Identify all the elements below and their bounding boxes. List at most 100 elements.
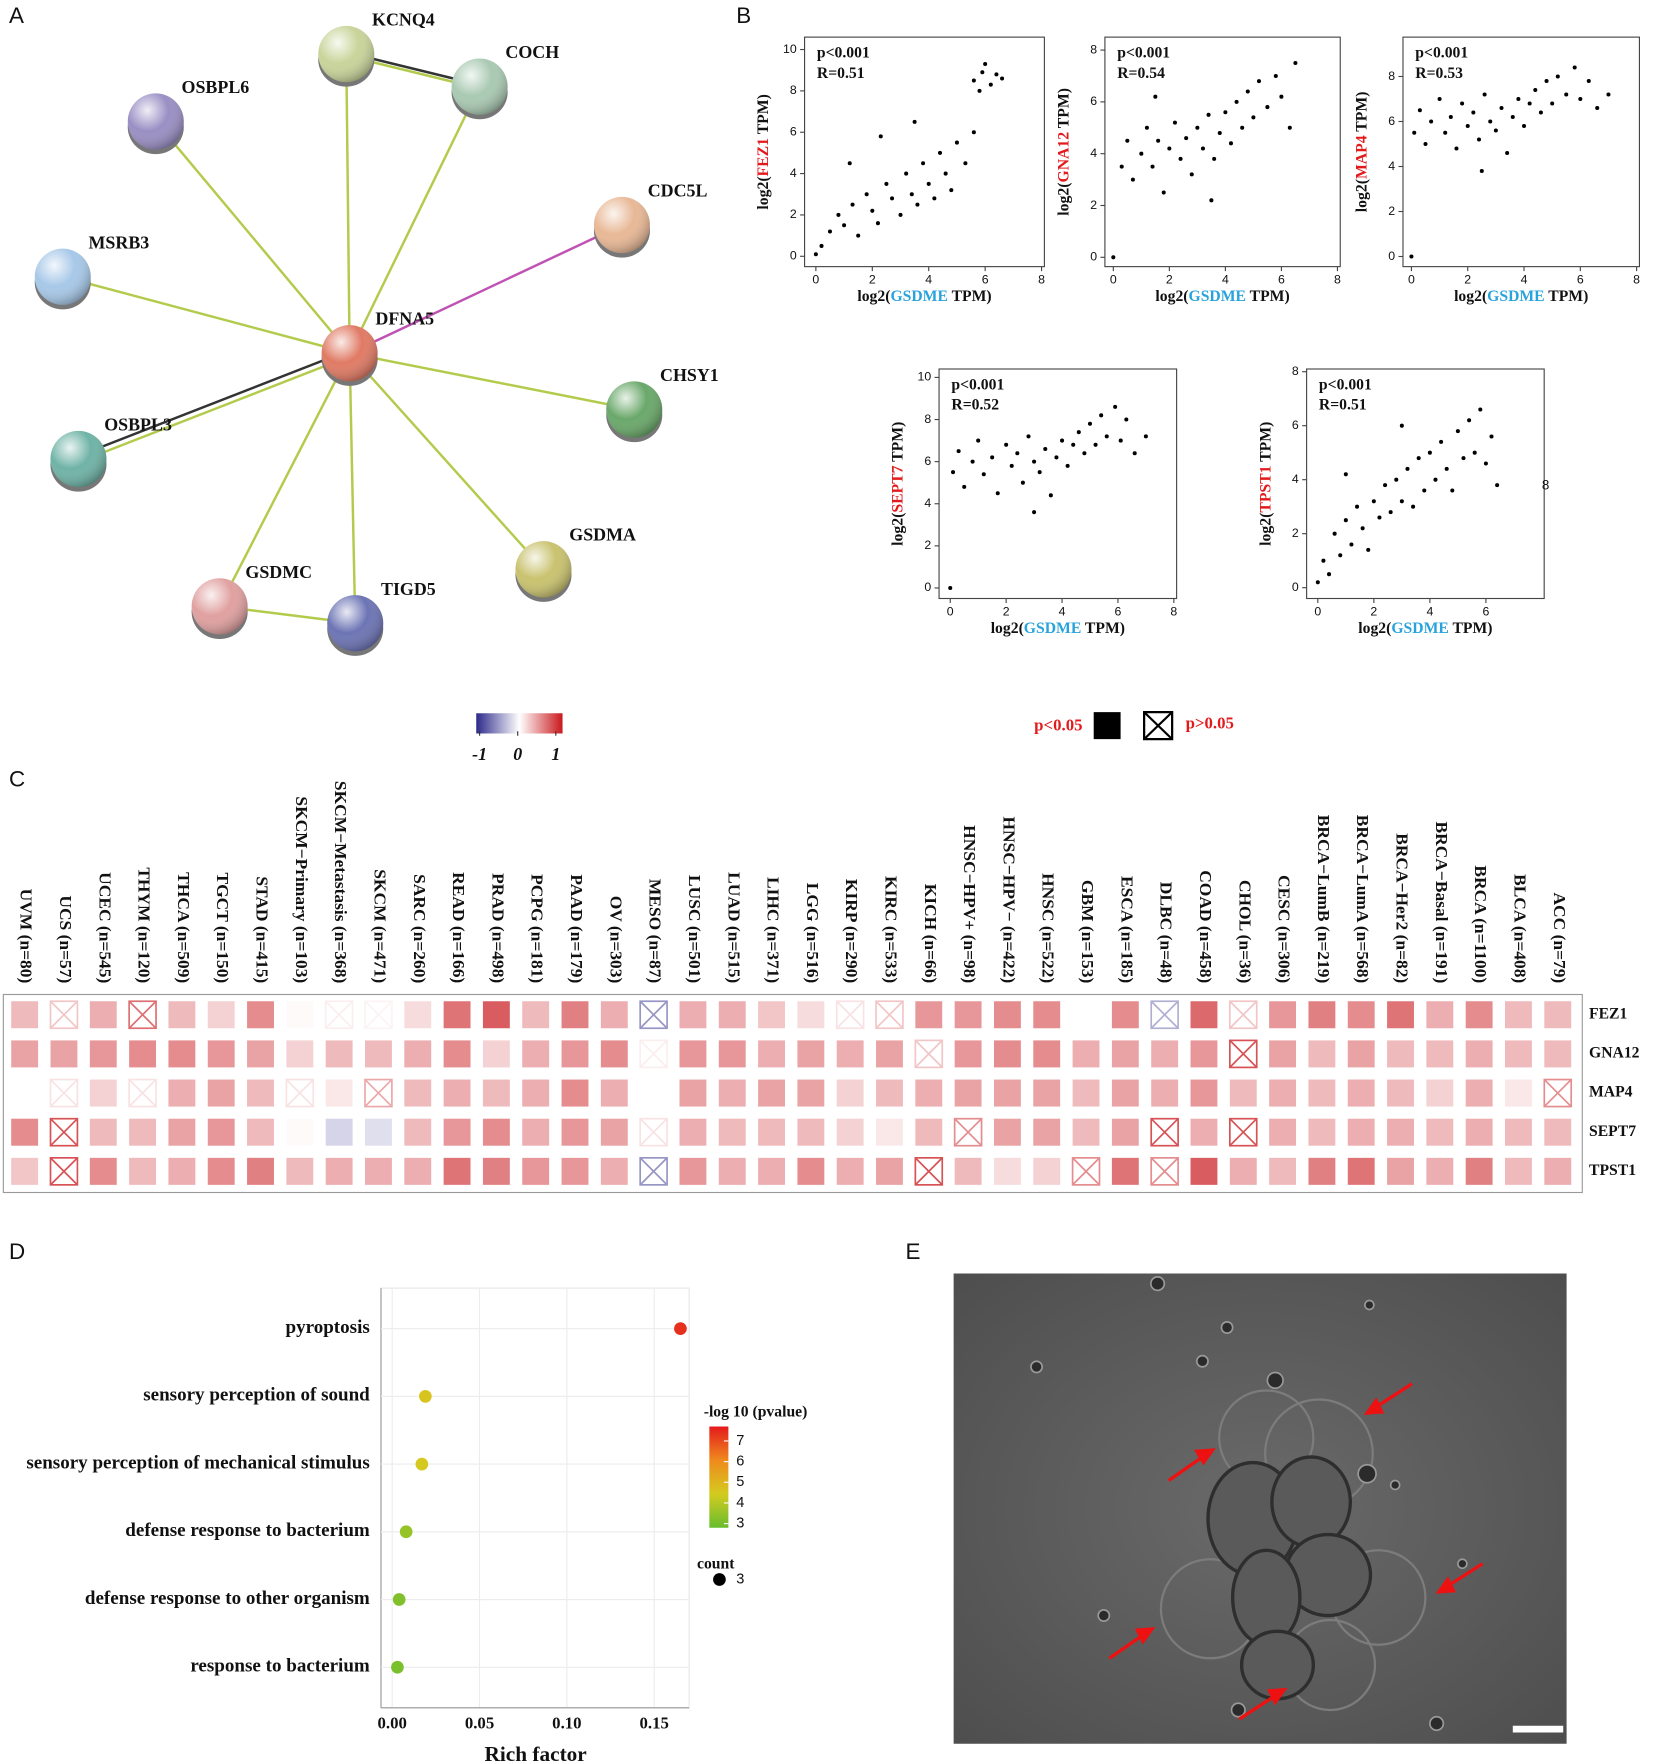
heatmap-cell: [1505, 1118, 1532, 1146]
point: [1455, 429, 1460, 434]
point: [1423, 141, 1428, 147]
x-tick-label: 4: [1426, 604, 1433, 618]
x-tick-label: 0.00: [377, 1713, 406, 1732]
point: [1399, 499, 1404, 504]
point: [1065, 463, 1070, 468]
heatmap-frame: [2, 993, 1583, 1194]
heatmap-cell: [1308, 1157, 1336, 1185]
point: [954, 140, 959, 145]
heatmap-cell: [286, 1040, 314, 1068]
x-tick-label: 2: [1370, 604, 1377, 618]
crossed-cell: [49, 1000, 79, 1030]
cell-cross: [49, 1118, 79, 1147]
heatmap-cell: [1308, 1079, 1336, 1107]
point: [1104, 434, 1109, 439]
point: [884, 181, 889, 186]
point: [994, 72, 999, 77]
x-label-part: GSDME: [890, 288, 947, 305]
point: [1032, 510, 1037, 515]
heatmap-cell: [876, 1118, 903, 1146]
point: [977, 88, 982, 93]
point: [1251, 115, 1256, 120]
network-edge: [348, 353, 357, 624]
heatmap-cell: [89, 1079, 117, 1107]
heatmap-cell: [1426, 1079, 1454, 1107]
heatmap-cell: [443, 1079, 471, 1107]
y-label-part: TPM): [1353, 91, 1370, 135]
colorbar-label: 7: [736, 1433, 744, 1449]
heatmap-cell: [443, 1118, 471, 1146]
point: [1060, 438, 1065, 443]
node-shine: [318, 25, 375, 83]
point: [1538, 110, 1543, 115]
y-label-part: GNA12: [1055, 132, 1072, 183]
cell-cross: [875, 1000, 904, 1029]
heatmap-cell: [168, 1118, 196, 1146]
cell-cross: [1229, 1118, 1258, 1147]
plot-frame: [1306, 368, 1545, 600]
point: [1427, 450, 1432, 455]
point: [813, 252, 818, 257]
heatmap-cell: [954, 1040, 982, 1068]
point: [1172, 120, 1177, 125]
point: [956, 449, 961, 454]
x-tick-label: 2: [869, 272, 876, 286]
point: [1471, 110, 1476, 115]
heatmap-cell: [522, 1157, 550, 1185]
heatmap-cell: [1190, 1001, 1218, 1029]
point: [864, 192, 869, 197]
point: [926, 181, 931, 186]
heatmap-cell: [1151, 1079, 1179, 1107]
crossed-cell: [1543, 1078, 1573, 1108]
cell-cross: [1150, 1157, 1179, 1186]
x-tick-label: 8: [1334, 272, 1341, 286]
point: [878, 134, 883, 139]
heatmap-cell: [600, 1079, 628, 1107]
point: [1489, 434, 1494, 439]
heatmap-cell: [1111, 1157, 1139, 1185]
point: [909, 192, 914, 197]
column-label: LGG (n=516): [803, 883, 823, 984]
heatmap-cell: [1072, 1001, 1100, 1029]
crossed-cell: [128, 1000, 157, 1030]
crossed-cell: [364, 1000, 393, 1030]
heatmap-cell: [758, 1118, 786, 1146]
y-tick-label: defense response to bacterium: [125, 1520, 370, 1541]
point: [1200, 146, 1205, 151]
column-label: STAD (n=415): [253, 876, 273, 983]
heatmap-cell: [247, 1001, 274, 1029]
heatmap-cell: [836, 1157, 864, 1185]
heatmap-cell: [679, 1001, 707, 1029]
cell-cross: [49, 1078, 79, 1108]
point: [937, 150, 943, 155]
point: [827, 229, 832, 234]
point: [949, 188, 954, 193]
size-legend-label: 3: [736, 1571, 744, 1587]
point: [1544, 78, 1549, 84]
network-edge: [349, 352, 635, 411]
crossed-cell: [875, 1000, 904, 1030]
node-label: MSRB3: [89, 232, 150, 252]
network-edge: [80, 354, 353, 463]
point: [1212, 156, 1217, 161]
x-tick-label: 8: [1170, 604, 1177, 618]
cell-cross: [836, 1000, 865, 1029]
heatmap-cell: [404, 1079, 432, 1107]
point: [1020, 480, 1025, 485]
node-shine: [327, 595, 384, 652]
point: [1343, 518, 1348, 523]
point: [1355, 504, 1360, 509]
y-tick-label: 4: [1388, 159, 1395, 173]
heatmap-cell: [1190, 1079, 1218, 1107]
dot: [674, 1322, 687, 1335]
point: [856, 233, 861, 238]
point: [1315, 580, 1320, 585]
point: [890, 196, 895, 201]
panel-label: B: [736, 3, 751, 28]
x-label-part: log2(: [991, 619, 1024, 636]
heatmap-cell: [718, 1040, 746, 1068]
x-label-part: TPM): [1081, 619, 1125, 636]
cell-cross: [364, 1078, 393, 1108]
p-value: p<0.001: [1415, 45, 1468, 62]
